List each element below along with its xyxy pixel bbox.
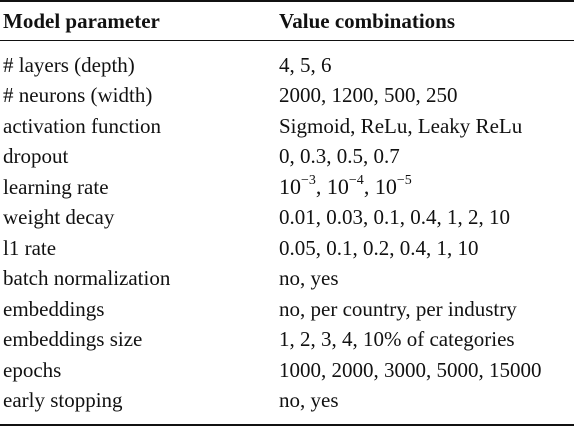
lr-exp-3: −5: [396, 173, 412, 189]
parameter-cell: # layers (depth): [3, 52, 135, 77]
lr-base-2: 10: [326, 174, 349, 200]
value-cell: 1, 2, 3, 4, 10% of categories: [279, 327, 515, 352]
parameter-cell: dropout: [3, 144, 69, 169]
table-row: embeddings no, per country, per industry: [0, 294, 574, 325]
lr-exp-1: −3: [301, 173, 316, 189]
lr-base-3: 10: [374, 174, 397, 200]
table-row: # neurons (width) 2000, 1200, 500, 250: [0, 81, 574, 112]
parameter-cell: embeddings: [3, 296, 105, 321]
parameter-cell: l1 rate: [3, 235, 57, 260]
table-row: dropout 0, 0.3, 0.5, 0.7: [0, 142, 574, 173]
table-row: activation function Sigmoid, ReLu, Leaky…: [0, 111, 574, 142]
separator: ,: [363, 174, 375, 200]
parameter-cell: early stopping: [0, 385, 279, 426]
table-row: # layers (depth) 4, 5, 6: [0, 41, 574, 81]
parameter-cell: epochs: [3, 357, 62, 382]
table-row: learning rate 10−3, 10−4, 10−5: [0, 172, 574, 203]
value-cell: 1000, 2000, 3000, 5000, 15000: [279, 357, 542, 382]
header-model-parameter: Model parameter: [0, 0, 279, 41]
learning-rate-value-cell: 10−3, 10−4, 10−5: [279, 172, 574, 203]
value-cell: no, yes: [279, 385, 574, 426]
value-cell: 0.01, 0.03, 0.1, 0.4, 1, 2, 10: [279, 205, 510, 230]
value-cell: Sigmoid, ReLu, Leaky ReLu: [279, 113, 523, 138]
header-row: Model parameter Value combinations: [0, 0, 574, 41]
parameter-cell: embeddings size: [3, 327, 143, 352]
table-row: l1 rate 0.05, 0.1, 0.2, 0.4, 1, 10: [0, 233, 574, 264]
parameter-cell: batch normalization: [3, 266, 171, 291]
lr-base-1: 10: [279, 174, 301, 200]
value-cell: 2000, 1200, 500, 250: [279, 83, 458, 108]
parameter-cell: activation function: [3, 113, 162, 138]
table-row: early stopping no, yes: [0, 385, 574, 426]
parameter-cell: weight decay: [3, 205, 115, 230]
table-row: weight decay 0.01, 0.03, 0.1, 0.4, 1, 2,…: [0, 203, 574, 234]
table-row: epochs 1000, 2000, 3000, 5000, 15000: [0, 355, 574, 386]
table-header: Model parameter Value combinations: [0, 0, 574, 41]
table-row: batch normalization no, yes: [0, 264, 574, 295]
header-value-combinations: Value combinations: [279, 0, 574, 41]
value-cell: 0, 0.3, 0.5, 0.7: [279, 144, 400, 169]
value-cell: 4, 5, 6: [279, 52, 332, 77]
value-cell: no, yes: [279, 266, 339, 291]
table-body: # layers (depth) 4, 5, 6 # neurons (widt…: [0, 41, 574, 426]
value-cell: 0.05, 0.1, 0.2, 0.4, 1, 10: [279, 235, 479, 260]
table-row: embeddings size 1, 2, 3, 4, 10% of categ…: [0, 325, 574, 356]
parameter-cell: learning rate: [3, 174, 109, 199]
lr-exp-2: −4: [348, 173, 364, 189]
value-cell: no, per country, per industry: [279, 296, 517, 321]
separator: ,: [315, 174, 327, 200]
parameter-cell: # neurons (width): [3, 83, 153, 108]
